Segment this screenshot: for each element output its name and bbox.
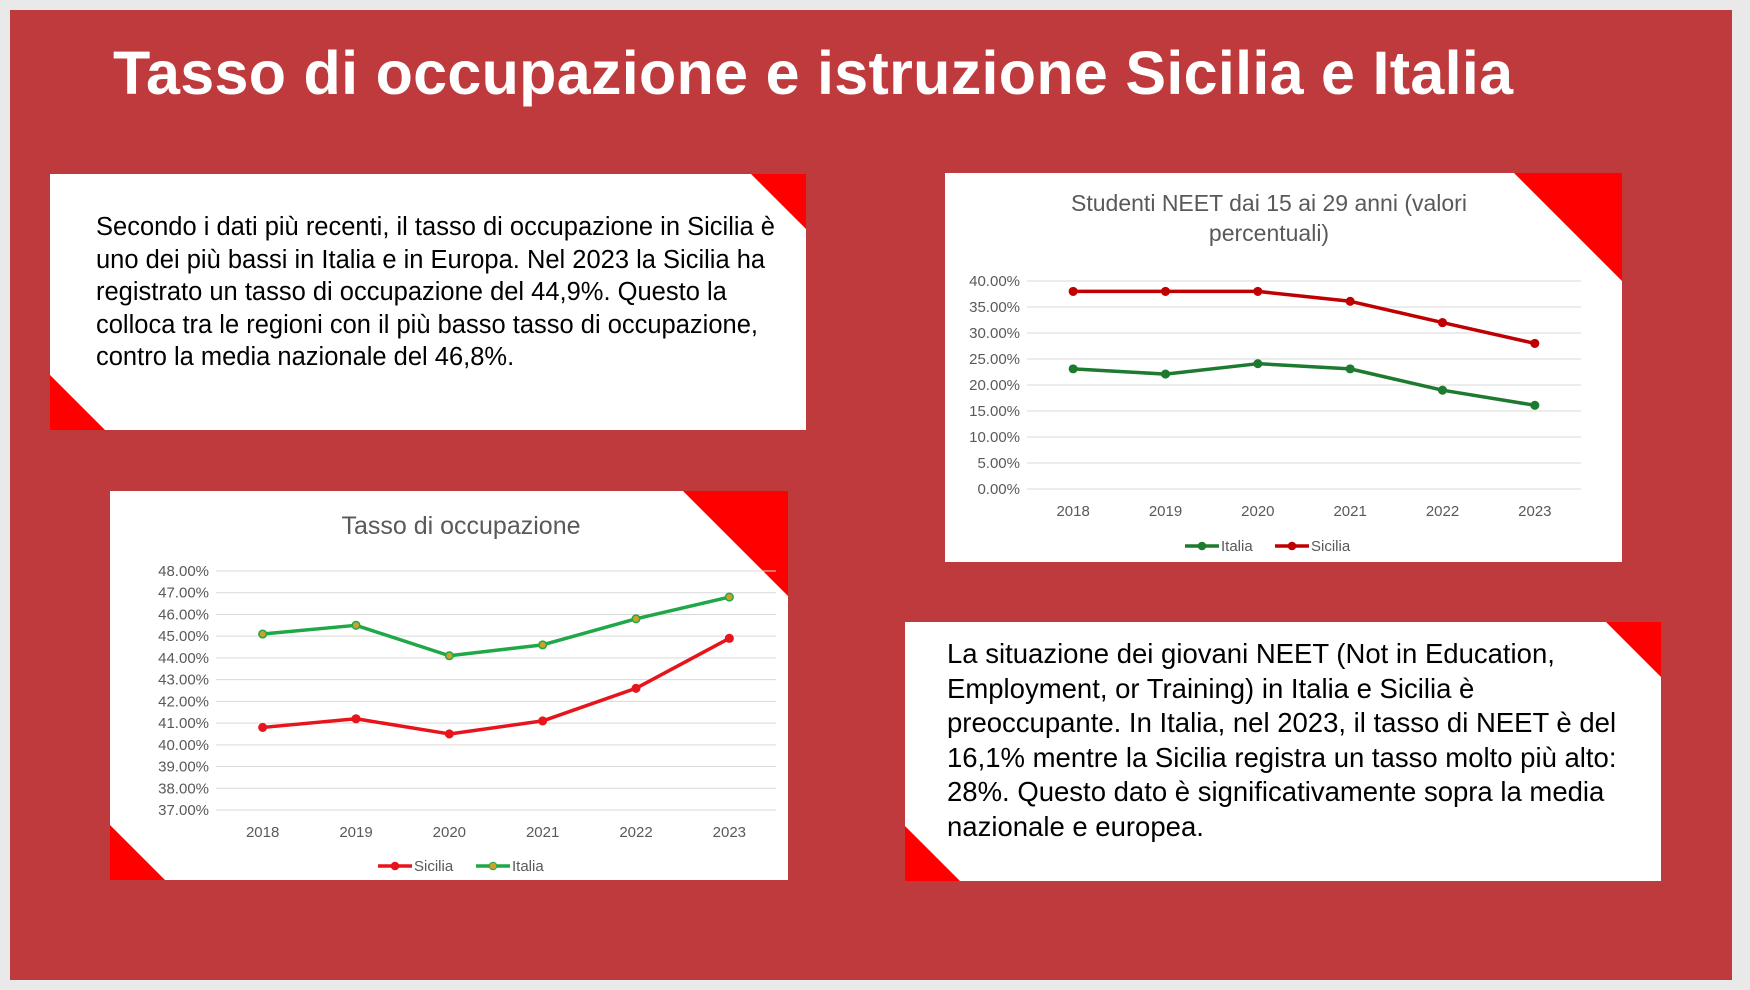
x-tick-label: 2018 [1056, 503, 1089, 520]
y-tick-label: 45.00% [158, 628, 209, 645]
y-tick-label: 38.00% [158, 780, 209, 797]
data-point-sicilia [444, 729, 454, 739]
data-point-italia [1345, 364, 1355, 374]
data-point-sicilia [1160, 286, 1171, 296]
x-tick-label: 2020 [433, 824, 466, 841]
y-tick-label: 41.00% [158, 715, 209, 732]
data-point-sicilia [631, 683, 641, 693]
x-tick-label: 2020 [1241, 503, 1274, 520]
x-tick-label: 2019 [339, 824, 372, 841]
data-point-italia [258, 629, 268, 639]
corner-triangle-top-right [751, 174, 806, 229]
data-point-sicilia [1068, 286, 1078, 296]
corner-triangle-top-right [1606, 622, 1661, 677]
corner-triangle-top-right [683, 491, 788, 596]
y-tick-label: 0.00% [977, 481, 1020, 498]
y-tick-label: 48.00% [158, 563, 209, 580]
y-tick-label: 44.00% [158, 650, 209, 667]
legend-swatch-marker [1197, 541, 1207, 551]
x-tick-label: 2018 [246, 824, 279, 841]
data-point-sicilia [538, 716, 548, 726]
chart-title: Studenti NEET dai 15 ai 29 anni (valori [1071, 190, 1467, 216]
x-tick-label: 2019 [1149, 503, 1182, 520]
data-point-italia [631, 614, 641, 624]
data-point-italia [1530, 400, 1540, 410]
occupation-line-chart: Tasso di occupazione 37.00% 38.00% 39.00% 40… [158, 512, 776, 875]
neet-paragraph: La situazione dei giovani NEET (Not in E… [947, 638, 1617, 842]
x-tick-label: 2022 [1426, 503, 1459, 520]
series-line-sicilia [1073, 289, 1536, 346]
y-tick-label: 25.00% [969, 351, 1020, 368]
data-point-italia [538, 640, 548, 650]
data-point-italia [444, 651, 454, 661]
card-neet-text: La situazione dei giovani NEET (Not in E… [905, 622, 1661, 881]
data-point-italia [1160, 369, 1171, 379]
card-occupation-text: Secondo i dati più recenti, il tasso di … [50, 174, 806, 430]
corner-triangle-bottom-left [905, 826, 960, 881]
data-point-sicilia [1345, 296, 1355, 306]
series-line-italia [1073, 361, 1536, 408]
y-tick-label: 20.00% [969, 377, 1020, 394]
data-point-sicilia [258, 722, 268, 732]
slide-title: Tasso di occupazione e istruzione Sicili… [113, 39, 1514, 107]
legend-label-italia: Italia [1221, 538, 1253, 555]
y-tick-label: 37.00% [158, 802, 209, 819]
legend-swatch-marker [390, 861, 400, 871]
x-tick-label: 2021 [1333, 503, 1366, 520]
corner-triangle-top-right [1514, 173, 1622, 281]
corner-triangle-bottom-left [50, 375, 105, 430]
y-tick-label: 39.00% [158, 759, 209, 776]
series-line-sicilia [262, 636, 731, 736]
card-neet-chart: Studenti NEET dai 15 ai 29 anni (valori p… [945, 173, 1622, 562]
y-tick-label: 35.00% [969, 299, 1020, 316]
x-tick-label: 2021 [526, 824, 559, 841]
series-line-italia [262, 595, 730, 658]
x-tick-label: 2022 [619, 824, 652, 841]
slide: Tasso di occupazione e istruzione Sicili… [10, 10, 1732, 980]
y-tick-label: 43.00% [158, 672, 209, 689]
y-tick-label: 46.00% [158, 606, 209, 623]
data-point-italia [351, 620, 361, 630]
chart-title: Tasso di occupazione [341, 512, 580, 540]
y-tick-label: 47.00% [158, 585, 209, 602]
x-tick-label: 2023 [713, 824, 746, 841]
legend-label-sicilia: Sicilia [414, 858, 454, 875]
y-tick-label: 15.00% [969, 403, 1020, 420]
legend-swatch-marker [1287, 541, 1297, 551]
card-occupation-chart: Tasso di occupazione 37.00% 38.00% 39.00% 40… [110, 491, 788, 880]
y-tick-label: 40.00% [969, 273, 1020, 290]
y-tick-label: 30.00% [969, 325, 1020, 342]
legend-swatch-marker [488, 861, 498, 871]
data-point-italia [1253, 359, 1263, 369]
data-point-sicilia [351, 714, 361, 724]
y-tick-label: 42.00% [158, 693, 209, 710]
occupation-paragraph: Secondo i dati più recenti, il tasso di … [96, 213, 775, 371]
data-point-italia [1437, 385, 1448, 395]
data-point-sicilia [1530, 338, 1540, 348]
legend-label-sicilia: Sicilia [1311, 538, 1351, 555]
corner-triangle-bottom-left [110, 825, 165, 880]
data-point-italia [1068, 364, 1078, 374]
data-point-sicilia [1253, 286, 1263, 296]
y-tick-label: 10.00% [969, 429, 1020, 446]
neet-line-chart: Studenti NEET dai 15 ai 29 anni (valori p… [969, 190, 1581, 555]
y-tick-label: 40.00% [158, 737, 209, 754]
chart-title: percentuali) [1209, 220, 1329, 246]
y-tick-label: 5.00% [977, 455, 1020, 472]
data-point-sicilia [1437, 318, 1448, 328]
x-tick-label: 2023 [1518, 503, 1551, 520]
data-point-sicilia [724, 633, 734, 643]
legend-label-italia: Italia [512, 858, 544, 875]
data-point-italia [724, 592, 734, 602]
